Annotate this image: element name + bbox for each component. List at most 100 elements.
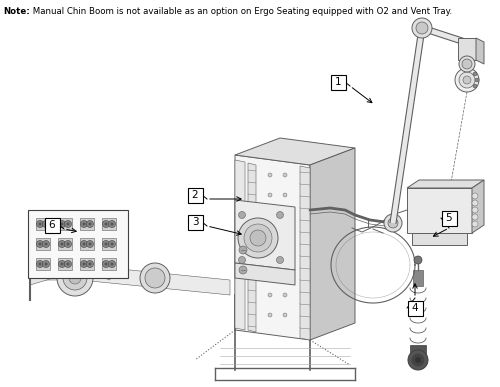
- Circle shape: [244, 224, 272, 252]
- Bar: [331, 75, 346, 90]
- Circle shape: [44, 262, 48, 265]
- Circle shape: [58, 240, 66, 248]
- Circle shape: [472, 214, 478, 220]
- Text: 2: 2: [192, 190, 198, 200]
- Polygon shape: [235, 138, 355, 165]
- Circle shape: [36, 260, 44, 267]
- Circle shape: [44, 223, 48, 226]
- Circle shape: [108, 260, 116, 267]
- Circle shape: [283, 273, 287, 277]
- Circle shape: [60, 223, 64, 226]
- Circle shape: [268, 173, 272, 177]
- Circle shape: [268, 233, 272, 237]
- Polygon shape: [235, 160, 245, 330]
- Bar: [410, 345, 426, 359]
- Circle shape: [283, 193, 287, 197]
- Circle shape: [88, 223, 92, 226]
- Polygon shape: [102, 238, 116, 250]
- Circle shape: [86, 260, 94, 267]
- Circle shape: [239, 246, 247, 254]
- Circle shape: [473, 84, 477, 88]
- Circle shape: [472, 207, 478, 213]
- Polygon shape: [30, 265, 230, 295]
- Text: 3: 3: [192, 217, 198, 227]
- Text: Note:: Note:: [3, 7, 30, 16]
- Circle shape: [66, 262, 70, 265]
- Circle shape: [108, 221, 116, 228]
- Polygon shape: [407, 188, 472, 233]
- Bar: [188, 188, 203, 203]
- Circle shape: [276, 212, 283, 219]
- Circle shape: [408, 350, 428, 370]
- Circle shape: [140, 263, 170, 293]
- Circle shape: [268, 213, 272, 217]
- Circle shape: [388, 218, 398, 228]
- Polygon shape: [248, 163, 256, 332]
- Bar: [28, 210, 128, 278]
- Polygon shape: [300, 166, 310, 340]
- Text: 1: 1: [334, 77, 342, 87]
- Bar: [188, 215, 203, 230]
- Polygon shape: [458, 38, 476, 60]
- Circle shape: [239, 266, 247, 274]
- Polygon shape: [80, 218, 94, 230]
- Polygon shape: [30, 250, 110, 285]
- Circle shape: [283, 313, 287, 317]
- Polygon shape: [102, 218, 116, 230]
- Text: 4: 4: [412, 303, 418, 313]
- Polygon shape: [476, 38, 484, 64]
- Circle shape: [38, 223, 42, 226]
- Circle shape: [459, 56, 475, 72]
- Circle shape: [238, 218, 278, 258]
- Circle shape: [82, 262, 86, 265]
- Circle shape: [110, 262, 114, 265]
- Polygon shape: [58, 258, 72, 270]
- Circle shape: [102, 260, 110, 267]
- Circle shape: [104, 223, 108, 226]
- Circle shape: [80, 221, 87, 228]
- Circle shape: [64, 221, 71, 228]
- Polygon shape: [36, 238, 50, 250]
- Circle shape: [412, 354, 424, 366]
- Bar: [411, 196, 468, 221]
- Circle shape: [42, 260, 50, 267]
- Circle shape: [36, 221, 44, 228]
- Text: Manual Chin Boom is not available as an option on Ergo Seating equipped with O2 : Manual Chin Boom is not available as an …: [30, 7, 452, 16]
- Circle shape: [64, 240, 71, 248]
- Circle shape: [110, 223, 114, 226]
- Circle shape: [82, 243, 86, 245]
- Polygon shape: [310, 148, 355, 340]
- Polygon shape: [407, 180, 484, 188]
- Circle shape: [86, 240, 94, 248]
- Circle shape: [38, 243, 42, 245]
- Polygon shape: [36, 218, 50, 230]
- Circle shape: [459, 72, 475, 88]
- Circle shape: [82, 223, 86, 226]
- Circle shape: [38, 262, 42, 265]
- Circle shape: [283, 213, 287, 217]
- Circle shape: [268, 293, 272, 297]
- Circle shape: [66, 243, 70, 245]
- Circle shape: [80, 260, 87, 267]
- Circle shape: [110, 243, 114, 245]
- Polygon shape: [80, 238, 94, 250]
- Circle shape: [472, 193, 478, 199]
- Circle shape: [36, 240, 44, 248]
- Circle shape: [268, 273, 272, 277]
- Text: 6: 6: [48, 220, 56, 230]
- Polygon shape: [235, 200, 295, 270]
- Circle shape: [283, 173, 287, 177]
- Circle shape: [42, 240, 50, 248]
- Circle shape: [64, 260, 71, 267]
- Bar: [442, 211, 457, 226]
- Polygon shape: [235, 155, 310, 340]
- Circle shape: [88, 262, 92, 265]
- Circle shape: [102, 240, 110, 248]
- Circle shape: [86, 221, 94, 228]
- Circle shape: [472, 221, 478, 227]
- Circle shape: [250, 230, 266, 246]
- Circle shape: [42, 221, 50, 228]
- Text: 5: 5: [446, 213, 452, 223]
- Circle shape: [145, 268, 165, 288]
- Circle shape: [473, 72, 477, 76]
